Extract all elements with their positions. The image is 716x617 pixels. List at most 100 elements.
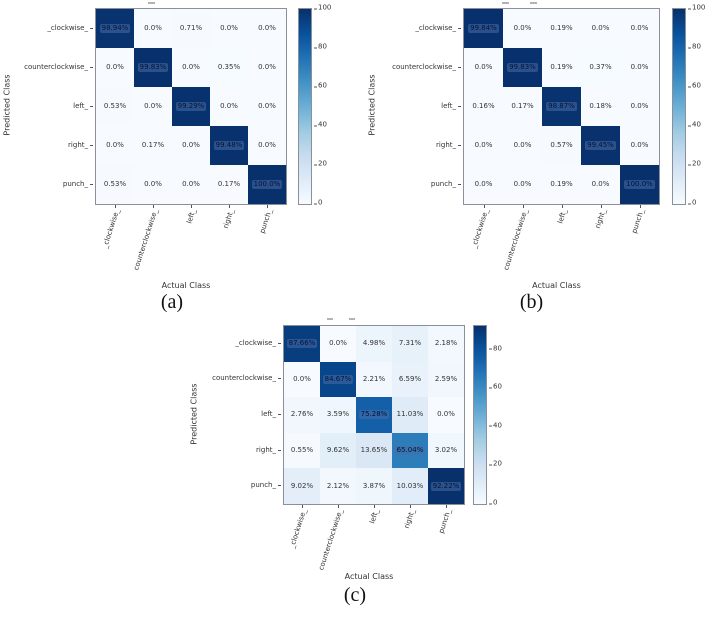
x-tick-mark	[115, 205, 116, 208]
heatmap-cell: 99.83%	[503, 48, 542, 87]
heatmap-cell: 99.48%	[210, 126, 248, 165]
x-tick-label: punch_	[258, 208, 274, 235]
cell-value-highlight: 84.67%	[322, 374, 354, 384]
cell-value-highlight: 99.29%	[175, 102, 207, 111]
x-tick-label: punch_	[437, 508, 453, 535]
x-tick-mark	[191, 205, 192, 208]
colorbar-tick-label: 20	[489, 459, 502, 468]
heatmap-cell: 99.83%	[134, 48, 172, 87]
heatmap-cell: 2.59%	[428, 361, 464, 398]
x-tick-label: right_	[221, 208, 236, 230]
colorbar-tick-label: 0	[488, 498, 498, 507]
colorbar	[473, 325, 487, 505]
x-tick-label: right_	[593, 208, 608, 230]
x-tick-mark	[302, 505, 303, 508]
heatmap-cell: 0.71%	[172, 9, 210, 48]
cell-value-highlight: 100.0%	[624, 180, 655, 189]
heatmap-cell: 98.87%	[542, 87, 581, 126]
heatmap-cell: 0.0%	[284, 361, 320, 398]
x-tick-label: left_	[368, 508, 381, 525]
colorbar-tick-label: 20	[688, 159, 701, 168]
colorbar-tick-label: 100	[687, 3, 706, 12]
heatmap-cell: 0.0%	[620, 9, 659, 48]
heatmap-cell: 0.0%	[503, 165, 542, 204]
x-tick-mark	[153, 205, 154, 208]
heatmap-cell: 0.0%	[464, 165, 503, 204]
x-tick-mark	[446, 505, 447, 508]
x-tick-labels: _clockwise_ counterclockwise_ left_ right_ p…	[463, 203, 658, 285]
heatmap-cell: 10.03%	[392, 468, 428, 504]
cropped-title-artifact	[349, 318, 355, 320]
heatmap-cell: 0.0%	[134, 87, 172, 126]
heatmap-grid: 87.66% 0.0% 4.98% 7.31% 2.18% 0.0% 84.67% 2.21%…	[283, 325, 465, 508]
x-tick-label: right_	[402, 508, 417, 530]
cell-value-highlight: 92.22%	[430, 481, 462, 491]
cell-value-highlight: 65.04%	[394, 446, 426, 456]
y-tick-label: right_	[68, 141, 95, 149]
subfigure-caption-b: (b)	[519, 291, 544, 313]
heatmap-cell: 0.16%	[464, 87, 503, 126]
heatmap-cell: 2.18%	[428, 326, 464, 362]
heatmap-cell: 0.0%	[248, 87, 286, 126]
heatmap-grid: 98.94% 0.0% 0.71% 0.0% 0.0% 0.0% 99.83% 0.0% 0.3…	[95, 8, 287, 208]
cell-value-highlight: 99.84%	[468, 24, 499, 33]
y-tick-label: left_	[441, 102, 463, 110]
heatmap-cell: 0.0%	[210, 9, 248, 48]
heatmap-cell: 0.0%	[96, 126, 134, 165]
x-tick-mark	[374, 505, 375, 508]
heatmap-cell: 0.0%	[248, 126, 286, 165]
x-tick-mark	[600, 205, 602, 208]
x-tick-label: counterclockwise_	[501, 208, 530, 272]
colorbar-tick-label: 40	[489, 421, 502, 430]
heatmap-cell: 0.0%	[172, 126, 210, 165]
x-tick-labels: _clockwise_ counterclockwise_ left_ right_ p…	[95, 203, 285, 285]
heatmap-cell: 0.0%	[428, 397, 464, 433]
colorbar-tick-label: 80	[688, 42, 701, 51]
colorbar-tick-label: 80	[489, 344, 502, 353]
cropped-title-artifact	[502, 2, 509, 4]
heatmap-cell: 0.19%	[542, 165, 581, 204]
cell-value-highlight: 75.28%	[358, 410, 390, 420]
heatmap-cell: 0.0%	[96, 48, 134, 87]
confusion-matrix-c: Predicted Class _clockwise_ counterclockw…	[180, 310, 540, 617]
heatmap-cell: 0.0%	[320, 326, 356, 362]
colorbar-ticks: 100 80 60 40 20 0	[687, 3, 715, 206]
heatmap-cell: 2.12%	[320, 468, 356, 504]
heatmap-cell: 98.94%	[96, 9, 134, 48]
x-tick-label: _clockwise_	[469, 208, 491, 250]
cell-value-highlight: 87.66%	[286, 339, 318, 349]
heatmap-cell: 75.28%	[356, 397, 392, 433]
colorbar-tick-label: 60	[314, 81, 327, 90]
cropped-title-artifact	[530, 2, 537, 4]
x-tick-mark	[410, 505, 411, 508]
heatmap-cell: 100.0%	[620, 165, 659, 204]
x-tick-label: _clockwise_	[288, 508, 309, 550]
y-tick-label: counterclockwise_	[24, 63, 95, 71]
subfigure-caption-a: (a)	[160, 291, 184, 313]
heatmap-cell: 0.19%	[542, 9, 581, 48]
heatmap-cell: 7.31%	[392, 326, 428, 362]
heatmap-cell: 0.0%	[248, 48, 286, 87]
colorbar-tick-label: 40	[688, 120, 701, 129]
heatmap-cell: 0.18%	[581, 87, 620, 126]
x-tick-mark	[267, 205, 268, 208]
heatmap-cell: 0.0%	[248, 9, 286, 48]
heatmap-cell: 99.84%	[464, 9, 503, 48]
cell-value-highlight: 99.83%	[137, 63, 169, 72]
heatmap-cell: 0.0%	[581, 165, 620, 204]
colorbar-ticks: 100 80 60 40 20 0	[313, 4, 341, 206]
x-axis-label: Actual Class	[532, 281, 581, 290]
heatmap-cell: 0.53%	[96, 165, 134, 204]
heatmap-cell: 3.02%	[428, 432, 464, 469]
colorbar	[298, 8, 312, 205]
colorbar-tick-label: 40	[314, 120, 327, 129]
heatmap-cell: 0.17%	[210, 165, 248, 204]
heatmap-cell: 2.76%	[284, 397, 320, 433]
x-tick-mark	[639, 205, 641, 208]
heatmap-cell: 4.98%	[356, 326, 392, 362]
heatmap-cell: 2.21%	[356, 361, 392, 398]
heatmap-cell: 13.65%	[356, 432, 392, 469]
y-tick-label: punch_	[431, 180, 463, 188]
y-tick-label: punch_	[63, 180, 95, 188]
